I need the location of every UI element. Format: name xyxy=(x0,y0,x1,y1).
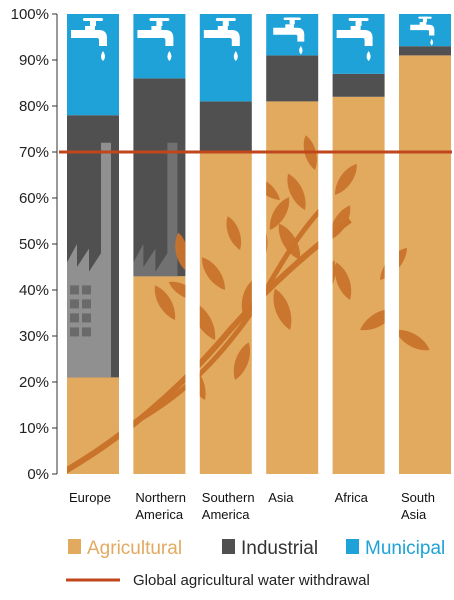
category-label: Northern America xyxy=(135,490,186,522)
bar-agricultural xyxy=(133,276,186,474)
bar-industrial xyxy=(266,55,319,102)
legend-label: Global agricultural water withdrawal xyxy=(133,572,370,589)
legend-item-industrial: Industrial xyxy=(222,538,318,559)
category-label: Europe xyxy=(69,490,111,505)
water-tap-icon xyxy=(336,18,373,61)
legend-swatch xyxy=(68,539,81,554)
water-tap-icon xyxy=(71,18,107,61)
y-tick-label: 60% xyxy=(19,190,49,207)
decorations xyxy=(67,16,435,474)
y-axis: 0% 10% 20% 30% 40% 50% 60% 70% 80% 90% 100% xyxy=(11,6,58,483)
legend-label: Agricultural xyxy=(87,538,182,559)
legend-swatch xyxy=(346,539,359,554)
category-label: South Asia xyxy=(401,490,435,522)
y-tick-label: 40% xyxy=(19,282,49,299)
water-tap-icon xyxy=(137,18,174,61)
bar-agricultural xyxy=(399,55,451,475)
y-tick-label: 80% xyxy=(19,98,49,115)
bar-industrial xyxy=(199,101,252,152)
legend-item-agricultural: Agricultural xyxy=(68,538,182,559)
legend-item-reference-line: Global agricultural water withdrawal xyxy=(66,572,370,589)
legend: Agricultural Industrial Municipal Global ag… xyxy=(66,538,445,589)
legend-swatch xyxy=(222,539,235,554)
factory-icon xyxy=(67,142,111,378)
water-tap-icon xyxy=(273,17,305,55)
category-label: Africa xyxy=(335,490,369,505)
y-tick-label: 20% xyxy=(19,374,49,391)
bar-industrial xyxy=(399,46,451,56)
legend-item-municipal: Municipal xyxy=(346,538,445,559)
bar-illustrations xyxy=(67,16,435,474)
water-tap-icon xyxy=(203,18,240,61)
y-tick-label: 10% xyxy=(19,420,49,437)
legend-label: Municipal xyxy=(365,538,445,559)
y-tick-label: 90% xyxy=(19,52,49,69)
factory-icon xyxy=(133,142,178,277)
bars xyxy=(67,14,451,475)
y-tick-label: 0% xyxy=(27,466,49,483)
water-tap-icon xyxy=(410,16,435,46)
category-label: Southern America xyxy=(202,490,255,522)
y-tick-label: 50% xyxy=(19,236,49,253)
bar-industrial xyxy=(332,73,385,97)
y-tick-label: 70% xyxy=(19,144,49,161)
y-tick-label: 100% xyxy=(11,6,49,23)
category-label: Asia xyxy=(268,490,294,505)
y-tick-label: 30% xyxy=(19,328,49,345)
category-labels: Europe Northern America Southern America Asia… xyxy=(69,490,435,522)
legend-label: Industrial xyxy=(241,538,318,559)
bar-agricultural xyxy=(67,377,119,474)
